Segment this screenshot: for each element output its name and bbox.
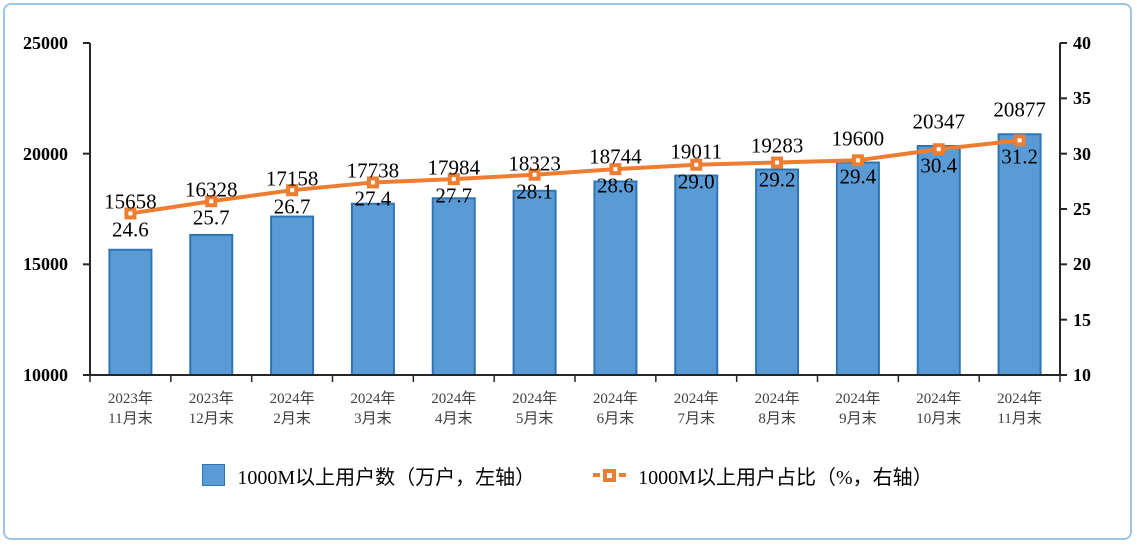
percent-value-label: 25.7 xyxy=(192,205,230,230)
bar-value-label: 18744 xyxy=(589,144,642,169)
bar-2024年10月末[interactable] xyxy=(916,144,961,376)
percent-value-label: 24.6 xyxy=(112,217,149,242)
percent-value-label: 31.2 xyxy=(1001,144,1038,169)
x-label-2024年11月末: 2024年 11月末 xyxy=(997,391,1043,427)
bar-value-label: 18323 xyxy=(508,151,561,176)
legend-item-bar-series[interactable]: 1000M以上用户数（万户，左轴） xyxy=(202,461,535,490)
percent-value-label: 29.4 xyxy=(839,164,877,189)
right-axis-tick: 30 xyxy=(1073,143,1091,164)
left-axis-tick: 25000 xyxy=(23,33,68,53)
percent-value-label: 28.6 xyxy=(597,173,634,198)
left-axis-tick: 10000 xyxy=(23,365,68,385)
bar-2023年12月末[interactable] xyxy=(189,233,234,376)
right-axis-tick: 40 xyxy=(1073,33,1091,53)
percent-value-label: 26.7 xyxy=(273,194,311,219)
plot-area xyxy=(83,42,1067,382)
percent-value-label: 30.4 xyxy=(920,153,958,178)
bar-value-label: 17738 xyxy=(346,158,400,183)
line-series-marker-icon xyxy=(593,468,627,482)
x-label-2024年3月末: 2024年 3月末 xyxy=(350,391,396,427)
x-label-2024年6月末: 2024年 6月末 xyxy=(592,391,638,427)
bar-2023年11月末[interactable] xyxy=(108,248,153,377)
right-axis-tick: 10 xyxy=(1073,365,1091,385)
bar-2024年3月末[interactable] xyxy=(350,202,395,376)
percent-value-label: 27.4 xyxy=(354,186,392,211)
percentage-line xyxy=(130,138,1020,216)
bar-2024年5月末[interactable] xyxy=(512,189,557,376)
bar-value-label: 19283 xyxy=(750,133,804,158)
bar-2024年6月末[interactable] xyxy=(593,180,638,376)
legend-item-line-series[interactable]: 1000M以上用户占比（%，右轴） xyxy=(593,461,933,490)
bar-value-label: 17984 xyxy=(427,155,481,180)
bar-value-label: 19600 xyxy=(831,126,885,151)
percent-value-label: 29.2 xyxy=(758,167,796,192)
percent-value-label: 27.7 xyxy=(435,183,473,208)
bar-value-label: 17158 xyxy=(265,166,319,191)
bar-2024年2月末[interactable] xyxy=(270,215,315,376)
right-axis-tick: 25 xyxy=(1073,199,1091,219)
x-label-2024年5月末: 2024年 5月末 xyxy=(512,391,558,427)
percent-value-label: 28.1 xyxy=(516,179,553,204)
x-label-2023年12月末: 2023年 12月末 xyxy=(188,391,234,427)
bar-2024年7月末[interactable] xyxy=(674,174,719,376)
combo-chart-canvas xyxy=(83,42,1067,382)
left-axis-tick: 20000 xyxy=(23,143,68,164)
x-label-2024年8月末: 2024年 8月末 xyxy=(754,391,800,427)
bar-value-label: 16328 xyxy=(185,177,238,202)
bar-2024年11月末[interactable] xyxy=(997,133,1042,376)
bar-2024年9月末[interactable] xyxy=(835,161,880,376)
legend-label-bar-series: 1000M以上用户数（万户，左轴） xyxy=(237,466,536,489)
x-label-2024年2月末: 2024年 2月末 xyxy=(269,391,315,427)
left-axis-tick: 15000 xyxy=(23,254,68,275)
bar-value-label: 19011 xyxy=(670,139,723,164)
x-label-2024年10月末: 2024年 10月末 xyxy=(916,391,962,427)
right-axis-tick: 35 xyxy=(1073,88,1091,109)
bar-series-swatch-icon xyxy=(202,464,226,486)
bar-value-label: 20877 xyxy=(993,97,1046,122)
x-label-2023年11月末: 2023年 11月末 xyxy=(107,391,153,427)
right-axis-tick: 20 xyxy=(1073,254,1091,275)
bar-2024年8月末[interactable] xyxy=(755,168,800,376)
x-label-2024年7月末: 2024年 7月末 xyxy=(673,391,719,427)
bar-2024年4月末[interactable] xyxy=(431,197,476,376)
x-label-2024年4月末: 2024年 4月末 xyxy=(431,391,477,427)
legend-label-line-series: 1000M以上用户占比（%，右轴） xyxy=(638,466,933,489)
bar-value-label: 20347 xyxy=(912,109,966,134)
chart-frame: 25000 20000 15000 10000 40 35 30 25 20 15 10 2023… xyxy=(3,3,1132,540)
bar-value-label: 15658 xyxy=(104,189,157,214)
legend: 1000M以上用户数（万户，左轴） 1000M以上用户占比（%，右轴） xyxy=(5,453,1130,497)
percent-value-label: 29.0 xyxy=(677,169,715,194)
right-axis-tick: 15 xyxy=(1073,309,1091,330)
x-label-2024年9月末: 2024年 9月末 xyxy=(835,391,881,427)
